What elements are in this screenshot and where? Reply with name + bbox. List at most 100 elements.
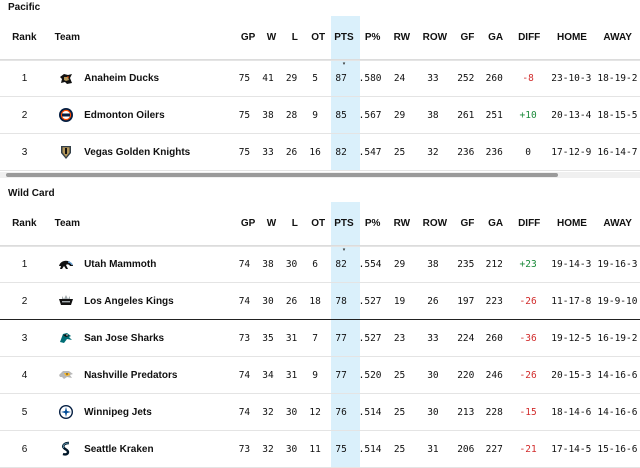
- team-cell[interactable]: Edmonton Oilers: [49, 107, 233, 123]
- ot-cell: 5: [312, 73, 318, 84]
- wildcard-title: Wild Card: [8, 188, 55, 199]
- wins-cell: 38: [262, 109, 274, 121]
- goals-for-cell: 206: [457, 443, 475, 455]
- goals-for-cell: 235: [457, 259, 475, 270]
- table-row[interactable]: 3 San Jose Sharks 73 35 31 7 77.527 23 33 224 260-…: [0, 320, 640, 357]
- table-row[interactable]: 6 Seattle Kraken 73 32 30 11 75 .514 25 31 206 227 -…: [0, 431, 640, 468]
- goals-against-cell: 212: [485, 259, 503, 270]
- column-header-team[interactable]: Team: [54, 32, 81, 43]
- column-header-row[interactable]: ROW: [422, 218, 448, 229]
- team-name[interactable]: Winnipeg Jets: [84, 406, 152, 418]
- rw-cell: 29: [393, 259, 406, 270]
- gp-cell: 75: [238, 109, 251, 121]
- team-name[interactable]: Utah Mammoth: [84, 259, 157, 270]
- column-header-rank[interactable]: Rank: [12, 32, 37, 43]
- gp-cell: 74: [238, 406, 251, 418]
- column-header-ga[interactable]: GA: [488, 218, 504, 229]
- column-header-w[interactable]: W: [266, 32, 277, 43]
- column-header-rw[interactable]: RW: [393, 32, 411, 43]
- wins-cell: 41: [262, 73, 274, 84]
- points-cell: 85: [335, 109, 347, 121]
- column-header-pct[interactable]: P%: [364, 32, 381, 43]
- column-header-home[interactable]: HOME: [556, 32, 587, 43]
- column-header-gf[interactable]: GF: [460, 218, 475, 229]
- column-header-ga[interactable]: GA: [488, 32, 504, 43]
- column-header-pts[interactable]: PTS ▾: [330, 32, 358, 67]
- gp-cell: 75: [238, 146, 251, 158]
- away-record-cell: 19-9-10: [597, 295, 638, 307]
- points-pct-cell: .580: [358, 73, 382, 84]
- team-cell[interactable]: Winnipeg Jets: [49, 404, 233, 420]
- team-cell[interactable]: Utah Mammoth: [49, 257, 233, 273]
- table-header-row: Rank Team GP W L OT PTS ▾ P% RW ROW GF GA DIFF HOME AWA…: [0, 202, 640, 253]
- row-cell: 26: [427, 295, 439, 307]
- home-record-cell: 17-14-5: [551, 443, 592, 455]
- column-header-pct[interactable]: P%: [364, 218, 381, 229]
- team-cell[interactable]: Vegas Golden Knights: [49, 144, 233, 160]
- team-name[interactable]: Seattle Kraken: [84, 443, 154, 455]
- goals-against-cell: 227: [485, 443, 503, 455]
- column-header-rank[interactable]: Rank: [12, 218, 37, 229]
- team-cell[interactable]: Seattle Kraken: [49, 441, 233, 457]
- horizontal-scrollbar[interactable]: [0, 172, 640, 178]
- column-header-away[interactable]: AWAY: [603, 218, 632, 229]
- home-record-cell: 19-14-3: [551, 259, 592, 270]
- column-header-diff[interactable]: DIFF: [518, 32, 541, 43]
- rw-cell: 25: [393, 443, 406, 455]
- column-header-gp[interactable]: GP: [240, 32, 256, 43]
- kings-logo-icon: [58, 293, 74, 309]
- team-name[interactable]: Nashville Predators: [84, 369, 178, 381]
- points-pct-cell: .520: [358, 369, 382, 381]
- losses-cell: 30: [285, 259, 298, 270]
- team-name[interactable]: Los Angeles Kings: [84, 295, 174, 307]
- column-header-ot[interactable]: OT: [311, 32, 326, 43]
- team-cell[interactable]: Los Angeles Kings: [49, 293, 233, 309]
- goals-against-cell: 236: [485, 146, 503, 158]
- losses-cell: 26: [285, 146, 298, 158]
- column-header-diff[interactable]: DIFF: [518, 218, 541, 229]
- points-cell: 77: [335, 369, 347, 381]
- team-cell[interactable]: Anaheim Ducks: [49, 71, 233, 87]
- column-header-gp[interactable]: GP: [240, 218, 256, 229]
- scrollbar-thumb[interactable]: [6, 173, 558, 177]
- rank-cell: 5: [21, 406, 28, 418]
- losses-cell: 30: [285, 443, 298, 455]
- pacific-title: Pacific: [8, 2, 41, 13]
- table-row[interactable]: 1 Anaheim Ducks 75 41 29 5 87 .580 24 33 252 260 -8 2…: [0, 60, 640, 97]
- column-header-gf[interactable]: GF: [460, 32, 475, 43]
- team-name[interactable]: San Jose Sharks: [84, 332, 165, 344]
- column-header-rw[interactable]: RW: [393, 218, 411, 229]
- goals-against-cell: 260: [485, 73, 503, 84]
- table-row[interactable]: 3 Vegas Golden Knights 75 33 26 16 82 .547 25 32 2…: [0, 134, 640, 171]
- away-record-cell: 18-15-5: [597, 109, 638, 121]
- team-name[interactable]: Edmonton Oilers: [84, 109, 165, 121]
- table-row[interactable]: 4 Nashville Predators 74 34 31 9 77 .520 25 30 220…: [0, 357, 640, 394]
- team-name[interactable]: Vegas Golden Knights: [84, 146, 191, 158]
- ot-cell: 9: [312, 369, 318, 381]
- table-header-row: Rank Team GP W L OT PTS ▾ P% RW ROW GF GA DIFF HOME AWA…: [0, 16, 640, 67]
- table-row[interactable]: 2 Los Angeles Kings 74 30 26 18 78 .527 19 26 197 2…: [0, 283, 640, 320]
- sort-desc-icon: ▾: [342, 61, 346, 67]
- team-cell[interactable]: San Jose Sharks: [49, 330, 233, 346]
- column-header-w[interactable]: W: [266, 218, 277, 229]
- column-header-pts[interactable]: PTS ▾: [330, 218, 358, 253]
- table-row[interactable]: 2 Edmonton Oilers 75 38 28 9 85 .567 29 38 261 251 +…: [0, 97, 640, 134]
- column-header-row[interactable]: ROW: [422, 32, 448, 43]
- column-header-home[interactable]: HOME: [556, 218, 587, 229]
- column-header-team[interactable]: Team: [54, 218, 81, 229]
- table-row[interactable]: 1 Utah Mammoth 74 38 30 6 82 .554 29 38 235 212 +23 1…: [0, 246, 640, 283]
- wins-cell: 34: [262, 369, 274, 381]
- gp-cell: 74: [238, 259, 251, 270]
- points-pct-cell: .514: [358, 406, 382, 418]
- away-record-cell: 14-16-6: [597, 369, 638, 381]
- team-name[interactable]: Anaheim Ducks: [84, 73, 160, 84]
- column-header-l[interactable]: L: [291, 32, 298, 43]
- table-row[interactable]: 5 Winnipeg Jets 74 32 30 12 76 .514 25 30 213 228 -1…: [0, 394, 640, 431]
- column-header-away[interactable]: AWAY: [603, 32, 632, 43]
- team-cell[interactable]: Nashville Predators: [49, 367, 233, 383]
- ot-cell: 9: [312, 109, 318, 121]
- column-header-l[interactable]: L: [291, 218, 298, 229]
- rw-cell: 25: [393, 146, 406, 158]
- column-header-ot[interactable]: OT: [311, 218, 326, 229]
- rank-cell: 3: [21, 146, 28, 158]
